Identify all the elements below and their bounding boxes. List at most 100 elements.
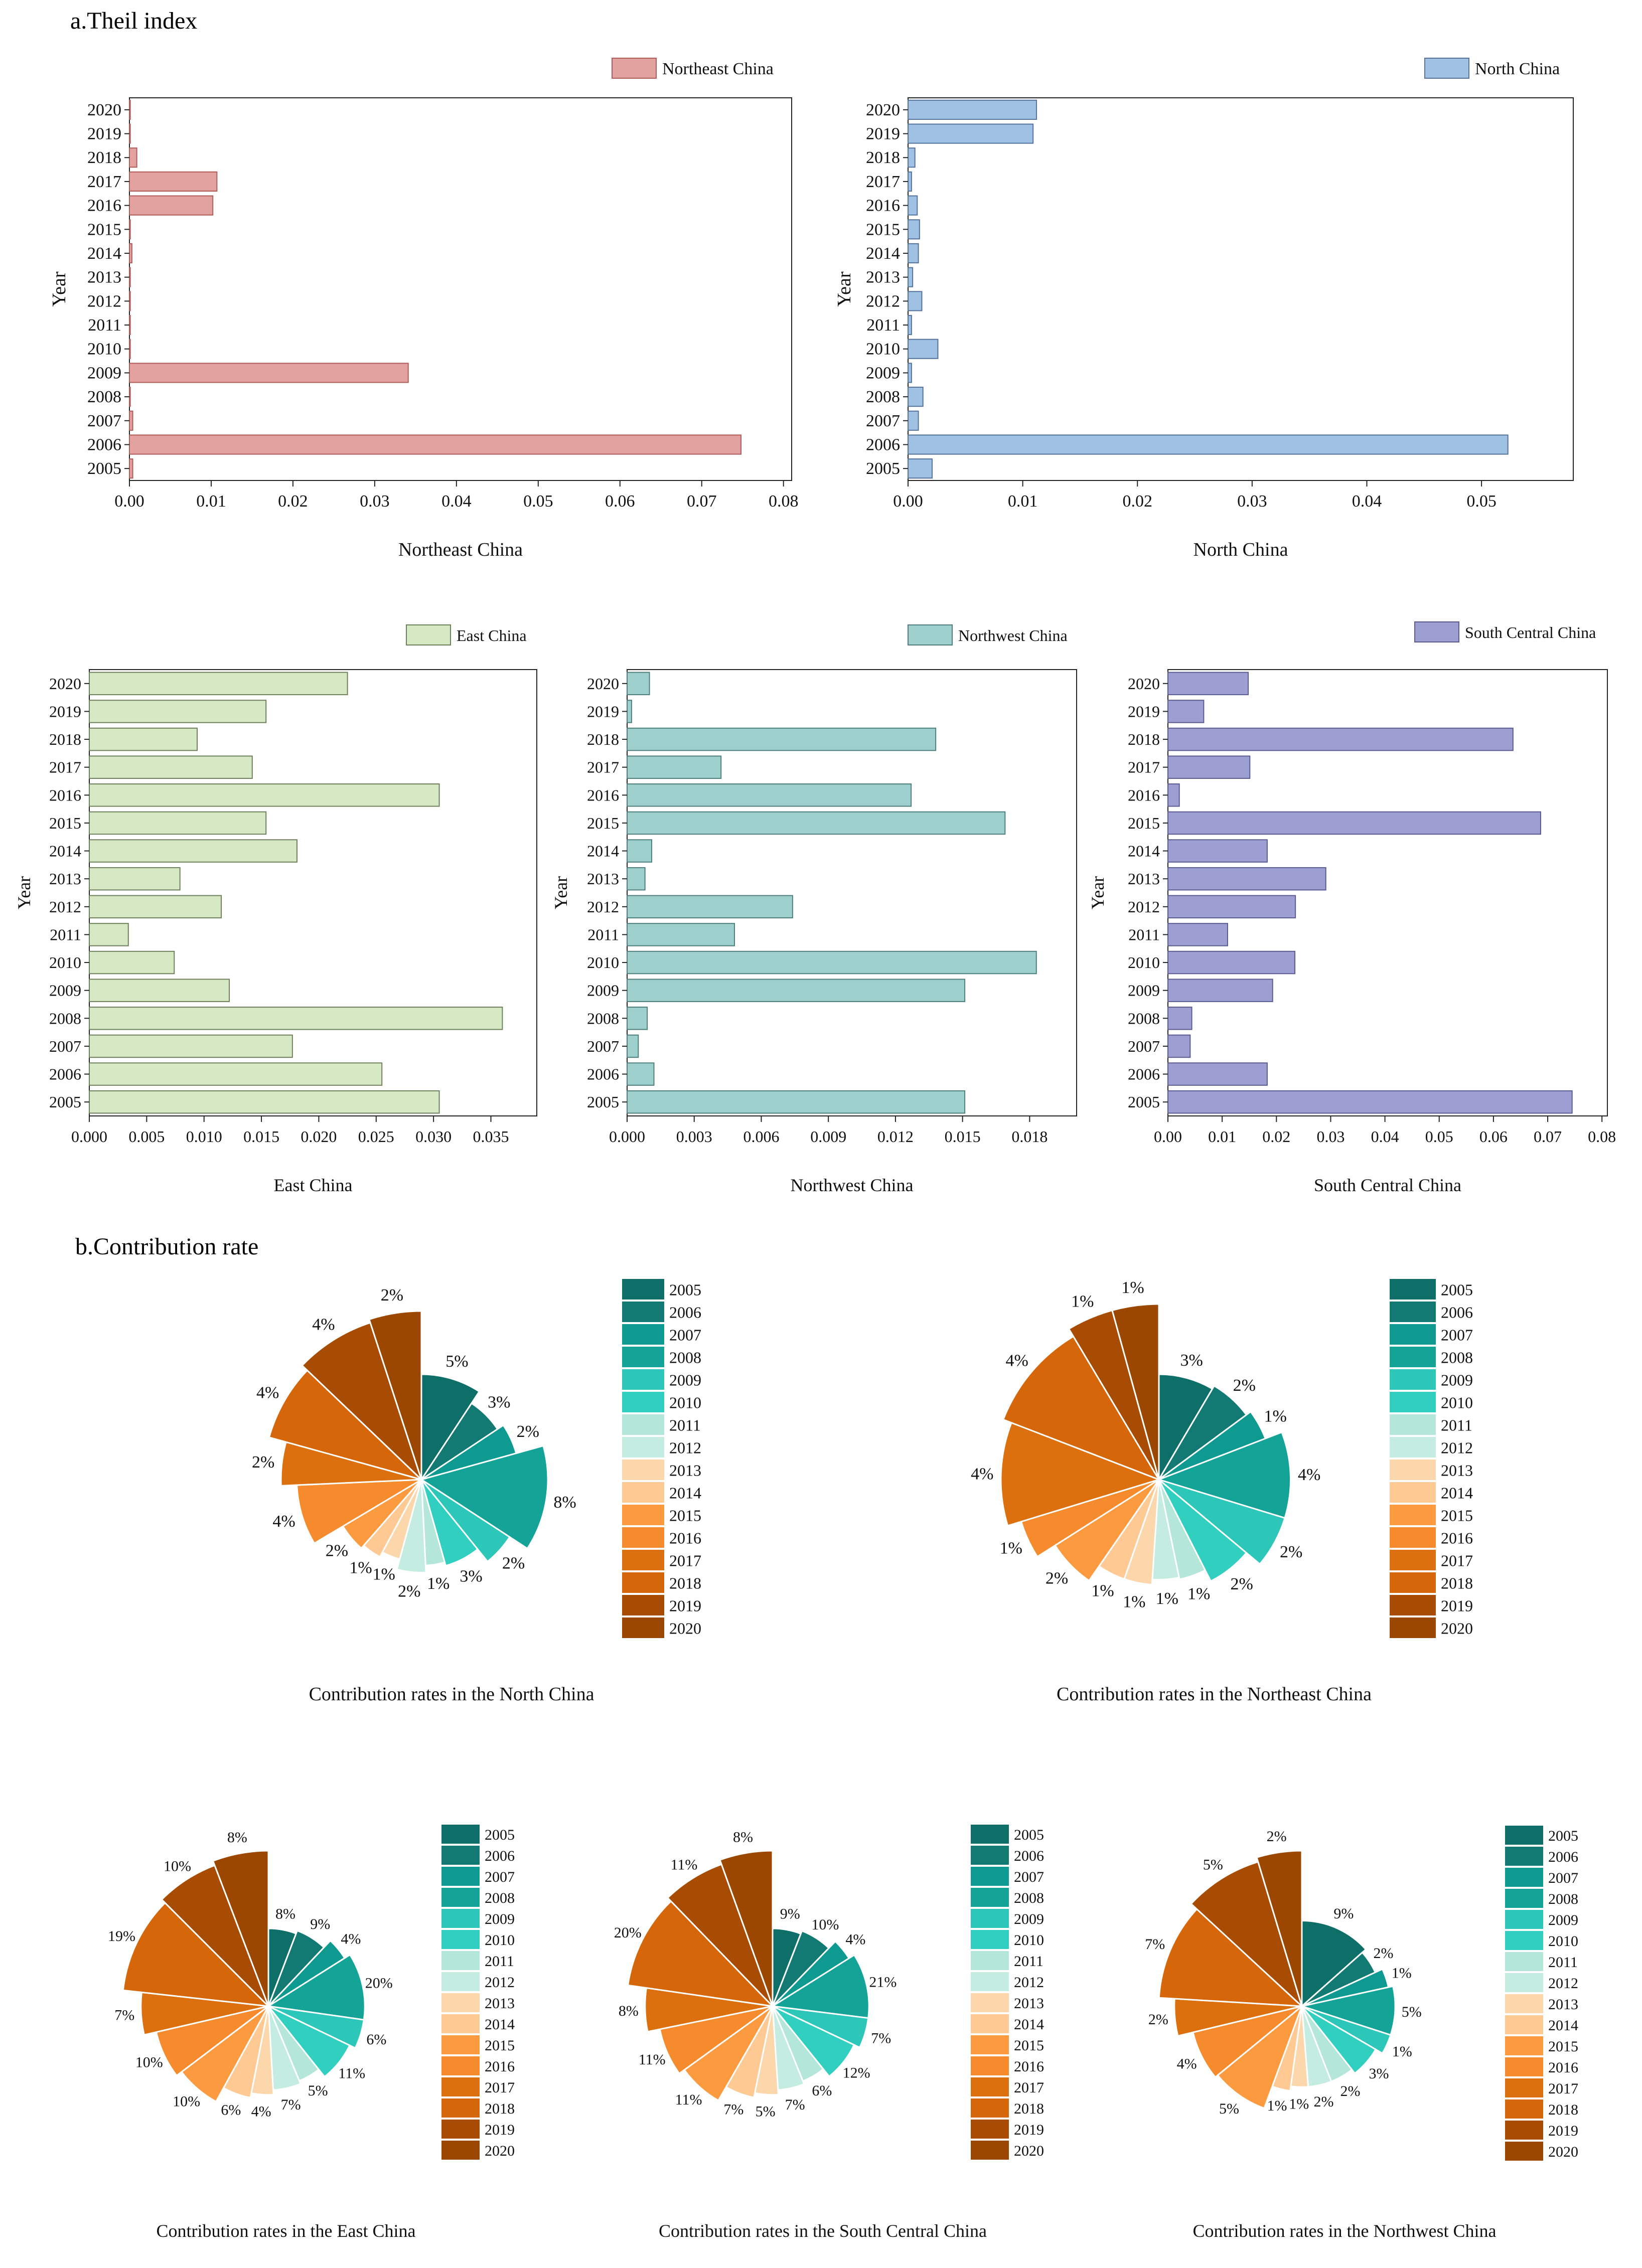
legend-swatch xyxy=(908,624,953,645)
bar-2018 xyxy=(129,147,137,168)
wedge-2019 xyxy=(161,1864,269,2007)
bar-2010 xyxy=(129,339,131,359)
bar-2009 xyxy=(129,363,409,383)
legend-swatch-2008 xyxy=(622,1347,664,1367)
y-tick-label: 2015 xyxy=(1128,814,1160,832)
legend-label: 2011 xyxy=(485,1953,514,1970)
y-tick-label: 2018 xyxy=(866,148,900,167)
legend-swatch-2006 xyxy=(1390,1302,1436,1322)
bar-2006 xyxy=(89,1062,383,1086)
wedge-2005 xyxy=(1301,1919,1367,2008)
bar-2014 xyxy=(1167,839,1268,863)
legend-swatch-2008 xyxy=(1505,1889,1543,1908)
legend-swatch-2017 xyxy=(441,2077,480,2096)
wedge-2018 xyxy=(268,1369,422,1481)
legend-label: 2005 xyxy=(1014,1827,1044,1843)
x-tick-label: 0.05 xyxy=(523,492,553,511)
data-label: 8% xyxy=(619,2003,639,2019)
y-tick-label: 2010 xyxy=(1128,953,1160,971)
legend-label: 2008 xyxy=(485,1890,515,1906)
bar-2016 xyxy=(1167,783,1180,807)
y-tick-label: 2006 xyxy=(587,1065,619,1083)
legend-swatch-2020 xyxy=(971,2141,1009,2160)
legend-label: 2017 xyxy=(1014,2079,1044,2096)
legend-swatch-2013 xyxy=(1390,1460,1436,1480)
legend-label: 2016 xyxy=(669,1529,701,1547)
bar-2016 xyxy=(627,783,912,807)
legend-swatch-2014 xyxy=(441,2014,480,2033)
bar-2018 xyxy=(1167,727,1514,751)
x-tick-label: 0.08 xyxy=(1588,1127,1616,1146)
bar-2015 xyxy=(627,811,1006,835)
legend-label: 2010 xyxy=(1441,1393,1473,1411)
plot-frame xyxy=(908,97,1574,481)
data-label: 3% xyxy=(460,1567,482,1586)
bar-2017 xyxy=(1167,755,1251,779)
y-tick-label: 2005 xyxy=(87,459,121,478)
legend-swatch-2016 xyxy=(1390,1527,1436,1548)
legend-swatch-2015 xyxy=(1505,2036,1543,2055)
y-tick-label: 2017 xyxy=(587,758,619,776)
plot-frame xyxy=(89,669,537,1116)
legend-label: 2006 xyxy=(1014,1848,1044,1864)
legend-label: 2019 xyxy=(1014,2122,1044,2138)
x-tick-label: 0.006 xyxy=(743,1127,779,1146)
y-tick-label: 2009 xyxy=(49,982,81,1000)
y-tick-label: 2007 xyxy=(49,1037,81,1055)
data-label: 2% xyxy=(1233,1376,1256,1395)
data-label: 9% xyxy=(780,1906,800,1922)
x-tick-label: 0.000 xyxy=(71,1127,107,1146)
y-tick-label: 2007 xyxy=(87,412,121,430)
legend-swatch-2005 xyxy=(622,1279,664,1300)
wedge-2019 xyxy=(1190,1861,1304,2009)
y-tick-label: 2015 xyxy=(587,814,619,832)
legend-label: 2012 xyxy=(1548,1975,1578,1992)
bar-2017 xyxy=(908,171,912,192)
bar-2009 xyxy=(908,363,912,383)
legend-swatch-2019 xyxy=(1390,1595,1436,1615)
x-tick-label: 0.015 xyxy=(243,1127,279,1146)
wedge-2010 xyxy=(1301,2005,1377,2075)
legend-swatch-2011 xyxy=(622,1414,664,1435)
x-tick-label: 0.08 xyxy=(769,492,799,511)
bar-chart-north-china: North China 2005 2006 2007 2008 2009 2010 2011 2… xyxy=(834,58,1574,560)
legend-swatch-2009 xyxy=(971,1909,1009,1928)
legend-label: 2015 xyxy=(485,2037,515,2054)
legend-swatch-2012 xyxy=(622,1437,664,1457)
y-tick-label: 2017 xyxy=(866,173,900,191)
y-tick-label: 2013 xyxy=(87,268,121,287)
legend-swatch xyxy=(1424,58,1469,79)
data-label: 1% xyxy=(1121,1278,1144,1297)
legend-swatch-2007 xyxy=(971,1867,1009,1886)
y-tick-label: 2008 xyxy=(87,388,121,406)
legend-label: 2019 xyxy=(1441,1596,1473,1614)
legend-swatch-2017 xyxy=(1390,1550,1436,1570)
data-label: 2% xyxy=(1148,2011,1168,2028)
y-tick-label: 2010 xyxy=(49,953,81,971)
data-label: 2% xyxy=(398,1582,420,1600)
data-label: 7% xyxy=(723,2101,743,2118)
bar-2018 xyxy=(627,727,937,751)
legend-swatch-2020 xyxy=(1505,2142,1543,2161)
x-tick-label: 0.03 xyxy=(360,492,390,511)
y-tick-label: 2019 xyxy=(866,125,900,143)
legend-label: East China xyxy=(457,626,527,644)
wedge-2010 xyxy=(420,1479,479,1567)
wedge-2010 xyxy=(267,2005,351,2078)
bar-2012 xyxy=(627,895,793,919)
legend-label: 2016 xyxy=(485,2058,515,2075)
x-tick-label: 0.000 xyxy=(609,1127,645,1146)
legend-label: 2013 xyxy=(1014,1995,1044,2012)
y-tick-label: 2020 xyxy=(866,101,900,119)
bar-2006 xyxy=(908,434,1509,455)
data-label: 6% xyxy=(366,2031,386,2048)
wedge-2020 xyxy=(1256,1850,1303,2007)
legend-label: 2012 xyxy=(1441,1438,1473,1456)
bar-2012 xyxy=(1167,895,1296,919)
data-label: 4% xyxy=(1005,1352,1028,1370)
data-label: 1% xyxy=(427,1574,450,1593)
bar-2011 xyxy=(129,314,131,336)
y-tick-label: 2007 xyxy=(866,412,900,430)
legend-label: 2007 xyxy=(485,1869,515,1885)
bar-2017 xyxy=(89,755,253,779)
